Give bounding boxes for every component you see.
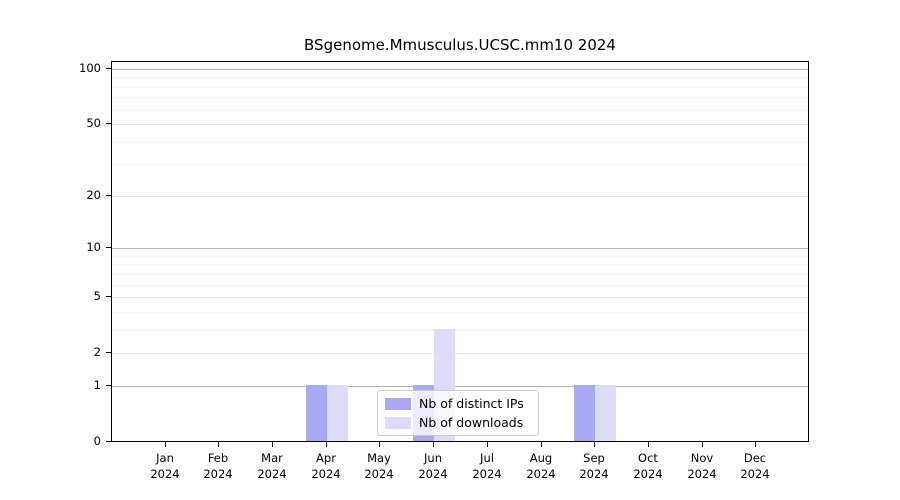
x-axis-tick: [487, 442, 488, 447]
x-tick-label: Jun 2024: [403, 450, 463, 482]
minor-gridline: [112, 142, 808, 143]
x-tick-month: Nov: [690, 451, 714, 465]
minor-gridline: [112, 330, 808, 331]
x-tick-month: Sep: [583, 451, 605, 465]
x-axis-tick: [326, 442, 327, 447]
legend-label-distinct-ips: Nb of distinct IPs: [419, 396, 524, 411]
legend-swatch-distinct-ips: [385, 397, 411, 410]
bar-downloads: [327, 385, 348, 441]
minor-gridline: [112, 274, 808, 275]
x-tick-label: Nov 2024: [672, 450, 732, 482]
minor-gridline: [112, 285, 808, 286]
major-gridline: [112, 69, 808, 70]
x-tick-year: 2024: [740, 467, 770, 481]
major-gridline: [112, 248, 808, 249]
x-tick-label: Jul 2024: [457, 450, 517, 482]
y-tick-label: 100: [79, 61, 101, 75]
x-tick-label: May 2024: [349, 450, 409, 482]
x-tick-year: 2024: [311, 467, 341, 481]
y-tick-label: 50: [86, 116, 101, 130]
bar-downloads: [595, 385, 616, 441]
x-tick-year: 2024: [472, 467, 502, 481]
x-tick-month: Jun: [424, 451, 442, 465]
x-tick-month: Feb: [207, 451, 229, 465]
minor-gridline: [112, 77, 808, 78]
x-axis-tick: [702, 442, 703, 447]
x-tick-label: Mar 2024: [242, 450, 302, 482]
y-axis-tick: [106, 195, 111, 196]
y-axis-tick: [106, 385, 111, 386]
x-tick-month: Aug: [529, 451, 553, 465]
major-gridline: [112, 386, 808, 387]
x-tick-label: Oct 2024: [618, 450, 678, 482]
x-tick-label: Aug 2024: [511, 450, 571, 482]
y-axis-tick: [106, 247, 111, 248]
x-tick-label: Apr 2024: [296, 450, 356, 482]
x-tick-year: 2024: [418, 467, 448, 481]
x-axis-tick: [433, 442, 434, 447]
x-tick-label: Jan 2024: [135, 450, 195, 482]
minor-gridline: [112, 110, 808, 111]
y-axis-tick: [106, 441, 111, 442]
x-axis-tick: [165, 442, 166, 447]
y-tick-label: 2: [93, 345, 101, 359]
bar-distinct-ips: [574, 385, 595, 441]
y-axis-tick: [106, 68, 111, 69]
x-tick-month: Apr: [316, 451, 336, 465]
x-tick-month: Jul: [480, 451, 494, 465]
x-tick-year: 2024: [687, 467, 717, 481]
chart-title: BSgenome.Mmusculus.UCSC.mm10 2024: [304, 36, 616, 54]
y-axis-tick: [106, 296, 111, 297]
x-tick-year: 2024: [633, 467, 663, 481]
minor-gridline: [112, 264, 808, 265]
x-tick-label: Sep 2024: [564, 450, 624, 482]
x-tick-month: Oct: [638, 451, 658, 465]
minor-gridline: [112, 312, 808, 313]
mid-gridline: [112, 353, 808, 354]
y-axis-tick: [106, 352, 111, 353]
x-tick-year: 2024: [150, 467, 180, 481]
legend-row-downloads: Nb of downloads: [385, 415, 530, 430]
mid-gridline: [112, 297, 808, 298]
minor-gridline: [112, 256, 808, 257]
x-axis-tick: [379, 442, 380, 447]
legend-swatch-downloads: [385, 416, 411, 429]
y-tick-label: 0: [93, 434, 101, 448]
x-axis-tick: [218, 442, 219, 447]
x-tick-year: 2024: [579, 467, 609, 481]
x-axis-tick: [755, 442, 756, 447]
x-tick-year: 2024: [526, 467, 556, 481]
x-tick-label: Dec 2024: [725, 450, 785, 482]
y-tick-label: 1: [93, 378, 101, 392]
x-tick-month: Jan: [156, 451, 174, 465]
minor-gridline: [112, 164, 808, 165]
x-tick-year: 2024: [364, 467, 394, 481]
plot-area: Nb of distinct IPs Nb of downloads: [111, 61, 809, 442]
y-tick-label: 10: [86, 240, 101, 254]
y-axis-tick: [106, 123, 111, 124]
legend-label-downloads: Nb of downloads: [419, 415, 524, 430]
minor-gridline: [112, 97, 808, 98]
x-tick-year: 2024: [203, 467, 233, 481]
x-axis-tick: [272, 442, 273, 447]
legend: Nb of distinct IPs Nb of downloads: [377, 390, 539, 436]
x-axis-tick: [541, 442, 542, 447]
x-tick-year: 2024: [257, 467, 287, 481]
minor-gridline: [112, 87, 808, 88]
x-tick-label: Feb 2024: [188, 450, 248, 482]
x-axis-tick: [594, 442, 595, 447]
y-tick-label: 5: [93, 289, 101, 303]
mid-gridline: [112, 124, 808, 125]
x-tick-month: Dec: [743, 451, 767, 465]
mid-gridline: [112, 196, 808, 197]
x-axis-tick: [648, 442, 649, 447]
bar-distinct-ips: [306, 385, 327, 441]
x-tick-month: Mar: [261, 451, 283, 465]
y-tick-label: 20: [86, 188, 101, 202]
legend-row-distinct-ips: Nb of distinct IPs: [385, 396, 530, 411]
x-tick-month: May: [367, 451, 391, 465]
